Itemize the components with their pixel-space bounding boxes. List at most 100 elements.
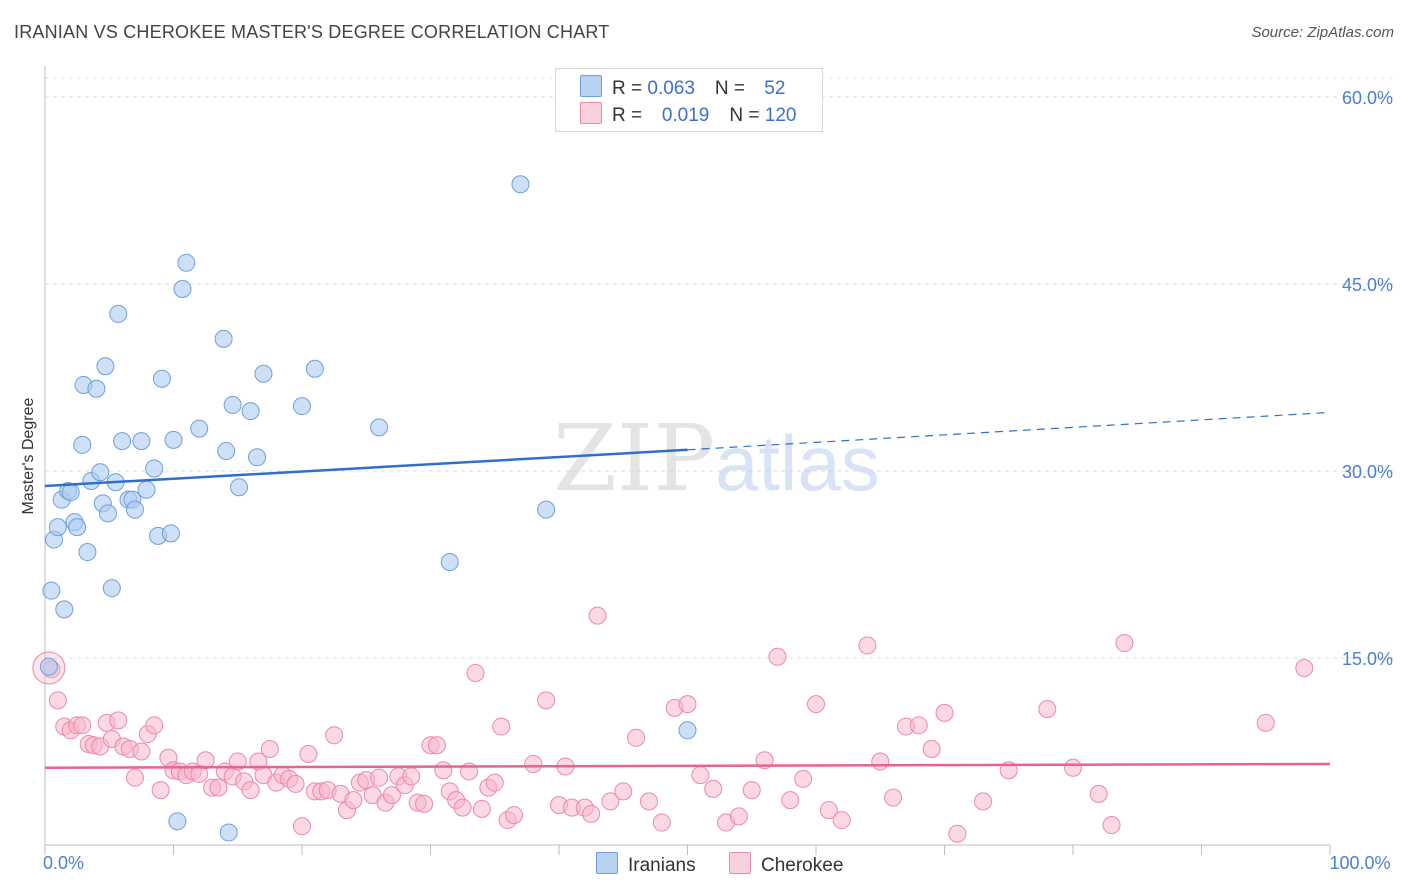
iranian-point	[125, 500, 144, 519]
iranian-point	[48, 518, 67, 537]
iranian-point	[248, 448, 267, 467]
cherokee-point	[729, 807, 748, 826]
cherokee-point	[794, 769, 813, 788]
legend-n-value: 120	[764, 105, 797, 126]
iranian-point	[219, 823, 238, 842]
x-ticks: 0.0% 100.0%	[43, 853, 1391, 873]
cherokee-swatch	[580, 102, 602, 124]
cherokee-point	[627, 728, 646, 747]
y-ticks: 15.0% 30.0% 45.0% 60.0%	[1342, 88, 1393, 669]
iranian-point	[145, 459, 164, 478]
cherokee-point	[466, 663, 485, 682]
cherokee-point	[742, 781, 761, 800]
legend-n-label: N =	[714, 78, 751, 99]
iranian-point	[161, 524, 180, 543]
iranian-point	[254, 364, 273, 383]
iranian-point	[98, 504, 117, 523]
cherokee-point	[1064, 758, 1082, 777]
cherokee-point	[588, 606, 607, 625]
iranian-point	[96, 357, 115, 376]
cherokee-point	[884, 788, 903, 807]
cherokee-point	[485, 773, 504, 792]
iranian-point	[39, 657, 58, 676]
cherokee-point	[1102, 816, 1121, 835]
iranian-point	[102, 579, 121, 598]
bottom-legend-label: Cherokee	[761, 855, 844, 876]
iranians-points	[39, 175, 697, 842]
correlation-legend: R = 0.063 N = 52 R = 0.019 N = 120	[555, 68, 823, 132]
cherokee-point	[344, 791, 363, 810]
iranian-point	[241, 402, 260, 421]
cherokee-point	[858, 636, 877, 655]
iranian-point	[132, 432, 151, 451]
cherokee-point	[832, 811, 851, 830]
iranian-point	[177, 253, 196, 272]
iranian-point	[137, 480, 156, 499]
legend-r-value: 0.063	[647, 78, 695, 99]
cherokee-point	[781, 791, 800, 810]
cherokee-point	[582, 804, 601, 823]
cherokee-point	[415, 794, 434, 813]
cherokee-point	[48, 691, 67, 710]
trend-lines	[44, 411, 1331, 769]
cherokee-point	[286, 774, 305, 793]
cherokee-point	[601, 792, 620, 811]
cherokee-point	[524, 754, 543, 773]
cherokee-swatch	[729, 852, 751, 874]
axes	[44, 66, 1331, 855]
cherokee-point	[453, 798, 472, 817]
iranian-point	[217, 442, 236, 461]
cherokee-point	[492, 717, 511, 736]
legend-n-label: N =	[729, 105, 765, 126]
cherokee-point	[819, 801, 838, 820]
iranian-point	[91, 463, 110, 482]
iranian-point	[78, 543, 97, 562]
watermark: ZIP atlas	[553, 405, 880, 512]
cherokee-point	[299, 744, 318, 763]
cherokee-point	[505, 806, 524, 825]
chart-title: IRANIAN VS CHEROKEE MASTER'S DEGREE CORR…	[14, 22, 610, 42]
y-tick-label: 45.0%	[1342, 275, 1393, 295]
cherokee-point	[1115, 634, 1134, 653]
iranian-point	[440, 553, 459, 572]
cherokee-point	[935, 703, 954, 722]
cherokee-point	[948, 824, 967, 843]
iranian-point	[152, 369, 171, 388]
cherokee-point	[974, 792, 993, 811]
iranian-point	[168, 812, 187, 831]
legend-row-cherokee: R = 0.019 N = 120	[580, 102, 796, 128]
cherokee-point	[652, 813, 671, 832]
iranian-point	[370, 418, 389, 437]
legend-n-value: 52	[764, 78, 786, 99]
cherokee-point	[434, 761, 453, 780]
cherokee-point	[678, 695, 697, 714]
y-tick-label: 30.0%	[1342, 462, 1393, 482]
iranian-point	[55, 600, 74, 619]
legend-row-iranians: R = 0.063 N = 52	[580, 75, 785, 101]
cherokee-point	[807, 695, 825, 714]
y-tick-label: 15.0%	[1342, 649, 1393, 669]
cherokee-point	[427, 736, 446, 755]
iranian-point	[87, 379, 106, 398]
x-tick-label: 100.0%	[1329, 853, 1390, 873]
cherokee-point	[1256, 713, 1275, 732]
cherokee-point	[614, 782, 633, 801]
cherokee-points	[32, 606, 1314, 843]
iranian-point	[305, 359, 324, 378]
cherokee-point	[241, 781, 260, 800]
iranian-point	[293, 397, 311, 416]
cherokee-point	[1038, 700, 1057, 719]
cherokee-point	[922, 740, 941, 759]
iranian-point	[223, 395, 242, 414]
cherokee-point	[537, 691, 556, 710]
watermark-zip: ZIP	[553, 405, 715, 512]
cherokee-point	[1089, 784, 1108, 803]
iranian-point	[214, 329, 233, 348]
iranian-point	[190, 419, 209, 438]
iranian-point	[113, 432, 132, 451]
iranians-trend-line	[44, 448, 688, 488]
cherokee-point	[704, 779, 723, 798]
source-label: Source: ZipAtlas.com	[1251, 24, 1394, 41]
cherokee-point	[260, 740, 279, 759]
